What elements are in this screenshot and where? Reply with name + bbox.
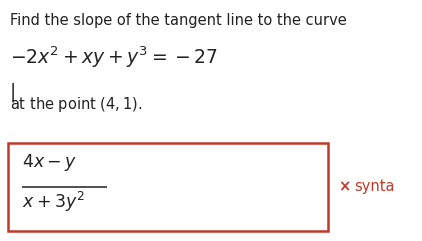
Text: |: | [10, 83, 16, 102]
Text: $x + 3y^2$: $x + 3y^2$ [22, 190, 85, 214]
Text: Find the slope of the tangent line to the curve: Find the slope of the tangent line to th… [10, 13, 347, 28]
Text: ×: × [338, 180, 350, 194]
Text: $4x - y$: $4x - y$ [22, 152, 77, 173]
Text: $-2x^2 + xy + y^3 = -27$: $-2x^2 + xy + y^3 = -27$ [10, 45, 218, 71]
Text: synta: synta [354, 180, 395, 194]
FancyBboxPatch shape [8, 143, 328, 231]
Text: at the point $(4, 1)$.: at the point $(4, 1)$. [10, 95, 143, 114]
